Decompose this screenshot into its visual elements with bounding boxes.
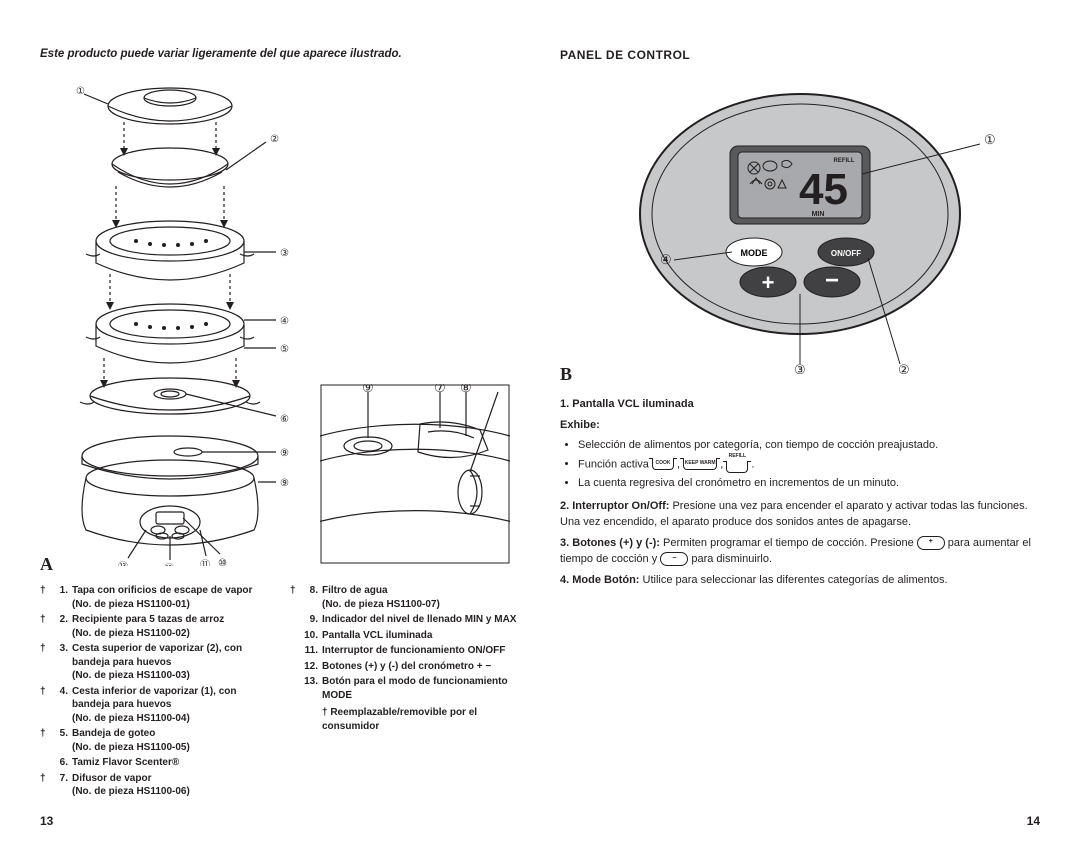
lcd-digits: 45 (799, 165, 848, 214)
panel-description: 1. Pantalla VCL iluminada Exhibe: Selecc… (560, 396, 1040, 592)
callout-5: ⑤ (280, 344, 289, 355)
callout-d8: ⑧ (460, 384, 472, 395)
callout-13: ⑬ (118, 561, 128, 566)
callout-4: ④ (280, 316, 289, 327)
callout-9b: ⑨ (280, 478, 289, 489)
onoff-button-label: ON/OFF (831, 249, 861, 258)
detail-inset-diagram: ⑨ ⑦ ⑧ (320, 384, 510, 564)
callout-2: ② (270, 134, 279, 145)
figure-a-label: A (40, 554, 53, 575)
keepwarm-pot-icon: KEEP WARM (683, 458, 717, 470)
callout-1: ① (76, 86, 85, 97)
page-number-13: 13 (40, 814, 53, 828)
panel-callout-3: ③ (794, 362, 806, 374)
panel-title: PANEL DE CONTROL (560, 48, 1040, 62)
plus-badge: + (477, 661, 483, 672)
page-14: PANEL DE CONTROL B 45 MIN REFILL (560, 48, 1040, 828)
control-panel-diagram: 45 MIN REFILL MODE ON/OFF + − ① ② ③ (600, 74, 1000, 374)
lcd-refill: REFILL (834, 158, 855, 164)
minus-inline-badge: − (660, 552, 688, 566)
plus-inline-badge: + (917, 536, 945, 550)
parts-list: †1.Tapa con orificios de escape de vapor… (40, 584, 520, 801)
callout-7: ⑨ (280, 448, 289, 459)
control-panel-figure: B 45 MIN REFILL MODE (560, 74, 1040, 374)
panel-callout-1: ① (984, 132, 996, 147)
parts-col-left: †1.Tapa con orificios de escape de vapor… (40, 584, 270, 801)
exploded-view-diagram: ① ② ③ ④ ⑤ ⑥ ⑨ ⑨ ⑩ ⑪ ⑫ ⑬ (40, 76, 300, 566)
minus-badge: − (485, 661, 491, 672)
onoff-badge: ON/OFF (468, 645, 506, 656)
variation-note: Este producto puede variar ligeramente d… (40, 48, 520, 60)
cook-pot-icon: COOK (652, 458, 674, 470)
parts-col-right: †8.Filtro de agua(No. de pieza HS1100-07… (290, 584, 520, 801)
lcd-min: MIN (812, 211, 825, 218)
callout-10: ⑩ (218, 558, 227, 566)
panel-callout-2: ② (898, 362, 910, 374)
callout-3: ③ (280, 248, 289, 259)
mode-badge: MODE (322, 690, 352, 701)
callout-11: ⑪ (200, 559, 210, 566)
refill-pot-icon (726, 461, 748, 473)
plus-button-label: + (762, 270, 775, 295)
callout-6: ⑥ (280, 414, 289, 425)
figure-a-area: A (40, 76, 520, 566)
callout-d9: ⑨ (362, 384, 374, 395)
panel-callout-4: ④ (660, 252, 672, 267)
page-13: Este producto puede variar ligeramente d… (40, 48, 520, 828)
figure-b-label: B (560, 364, 572, 385)
page-number-14: 14 (1027, 814, 1040, 828)
callout-12: ⑫ (164, 563, 174, 566)
callout-d7: ⑦ (434, 384, 446, 395)
minus-button-label: − (825, 267, 839, 294)
mode-button-label: MODE (741, 248, 768, 258)
